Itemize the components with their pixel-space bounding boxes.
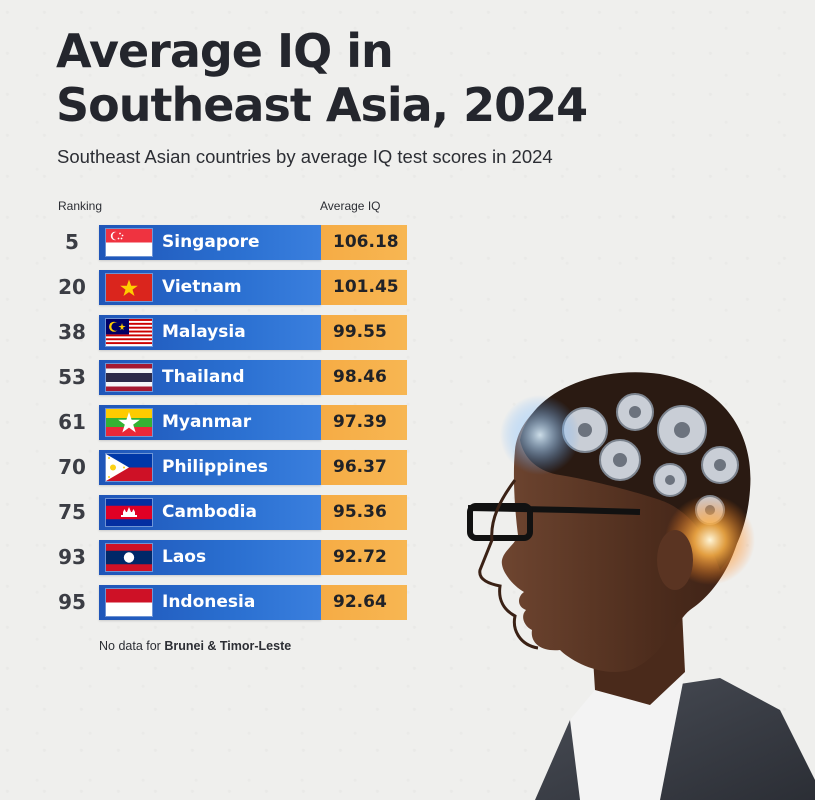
footnote-prefix: No data for [99,639,165,653]
malaysia-flag-icon [106,319,152,346]
country-bar: Malaysia [99,315,321,350]
table-row: 5 Singapore 106.18 [0,225,420,260]
singapore-flag-icon [106,229,152,256]
country-bar: Cambodia [99,495,321,530]
country-bar: Philippines [99,450,321,485]
rank-value: 75 [58,500,86,524]
title-line-1: Average IQ in [56,24,394,78]
indonesia-flag-icon [106,589,152,616]
table-row: 61 Myanmar 97.39 [0,405,420,440]
subtitle: Southeast Asian countries by average IQ … [57,146,553,167]
country-bar: Myanmar [99,405,321,440]
country-label: Laos [162,547,207,567]
country-bar: Singapore [99,225,321,260]
table-row: 38 Malaysia 99.55 [0,315,420,350]
rank-value: 20 [58,275,86,299]
country-bar: Laos [99,540,321,575]
cambodia-flag-icon [106,499,152,526]
rank-value: 93 [58,545,86,569]
laos-flag-icon [106,544,152,571]
country-label: Thailand [162,367,245,387]
rank-value: 95 [58,590,86,614]
table-row: 70 Philippines 96.37 [0,450,420,485]
country-label: Vietnam [162,277,242,297]
table-row: 93 Laos 92.72 [0,540,420,575]
vietnam-flag-icon [106,274,152,301]
rank-value: 61 [58,410,86,434]
table-row: 20 Vietnam 101.45 [0,270,420,305]
table-row: 75 Cambodia 95.36 [0,495,420,530]
country-label: Philippines [162,457,268,477]
iq-score-value: 92.64 [321,585,407,620]
table-row: 53 Thailand 98.46 [0,360,420,395]
iq-score-value: 92.72 [321,540,407,575]
country-label: Malaysia [162,322,246,342]
country-bar: Thailand [99,360,321,395]
country-bar: Indonesia [99,585,321,620]
country-label: Myanmar [162,412,252,432]
country-bar: Vietnam [99,270,321,305]
table-row: 95 Indonesia 92.64 [0,585,420,620]
title-line-2: Southeast Asia, 2024 [56,78,588,132]
page-title: Average IQ in Southeast Asia, 2024 [56,24,588,132]
footnote: No data for Brunei & Timor-Leste [99,639,291,653]
iq-score-value: 101.45 [321,270,407,305]
rank-value: 5 [65,230,79,254]
iq-score-value: 106.18 [321,225,407,260]
thailand-flag-icon [106,364,152,391]
iq-score-value: 97.39 [321,405,407,440]
ranking-column-header: Ranking [58,199,103,213]
iq-score-value: 98.46 [321,360,407,395]
thinking-man-illustration [467,372,815,800]
rank-value: 53 [58,365,86,389]
country-label: Cambodia [162,502,257,522]
footnote-countries: Brunei & Timor-Leste [164,639,292,653]
country-label: Singapore [162,232,260,252]
myanmar-flag-icon [106,409,152,436]
rank-value: 70 [58,455,86,479]
philippines-flag-icon [106,454,152,481]
rank-value: 38 [58,320,86,344]
country-label: Indonesia [162,592,256,612]
iq-score-value: 96.37 [321,450,407,485]
average-iq-column-header: Average IQ [320,199,381,213]
iq-score-value: 95.36 [321,495,407,530]
iq-score-value: 99.55 [321,315,407,350]
